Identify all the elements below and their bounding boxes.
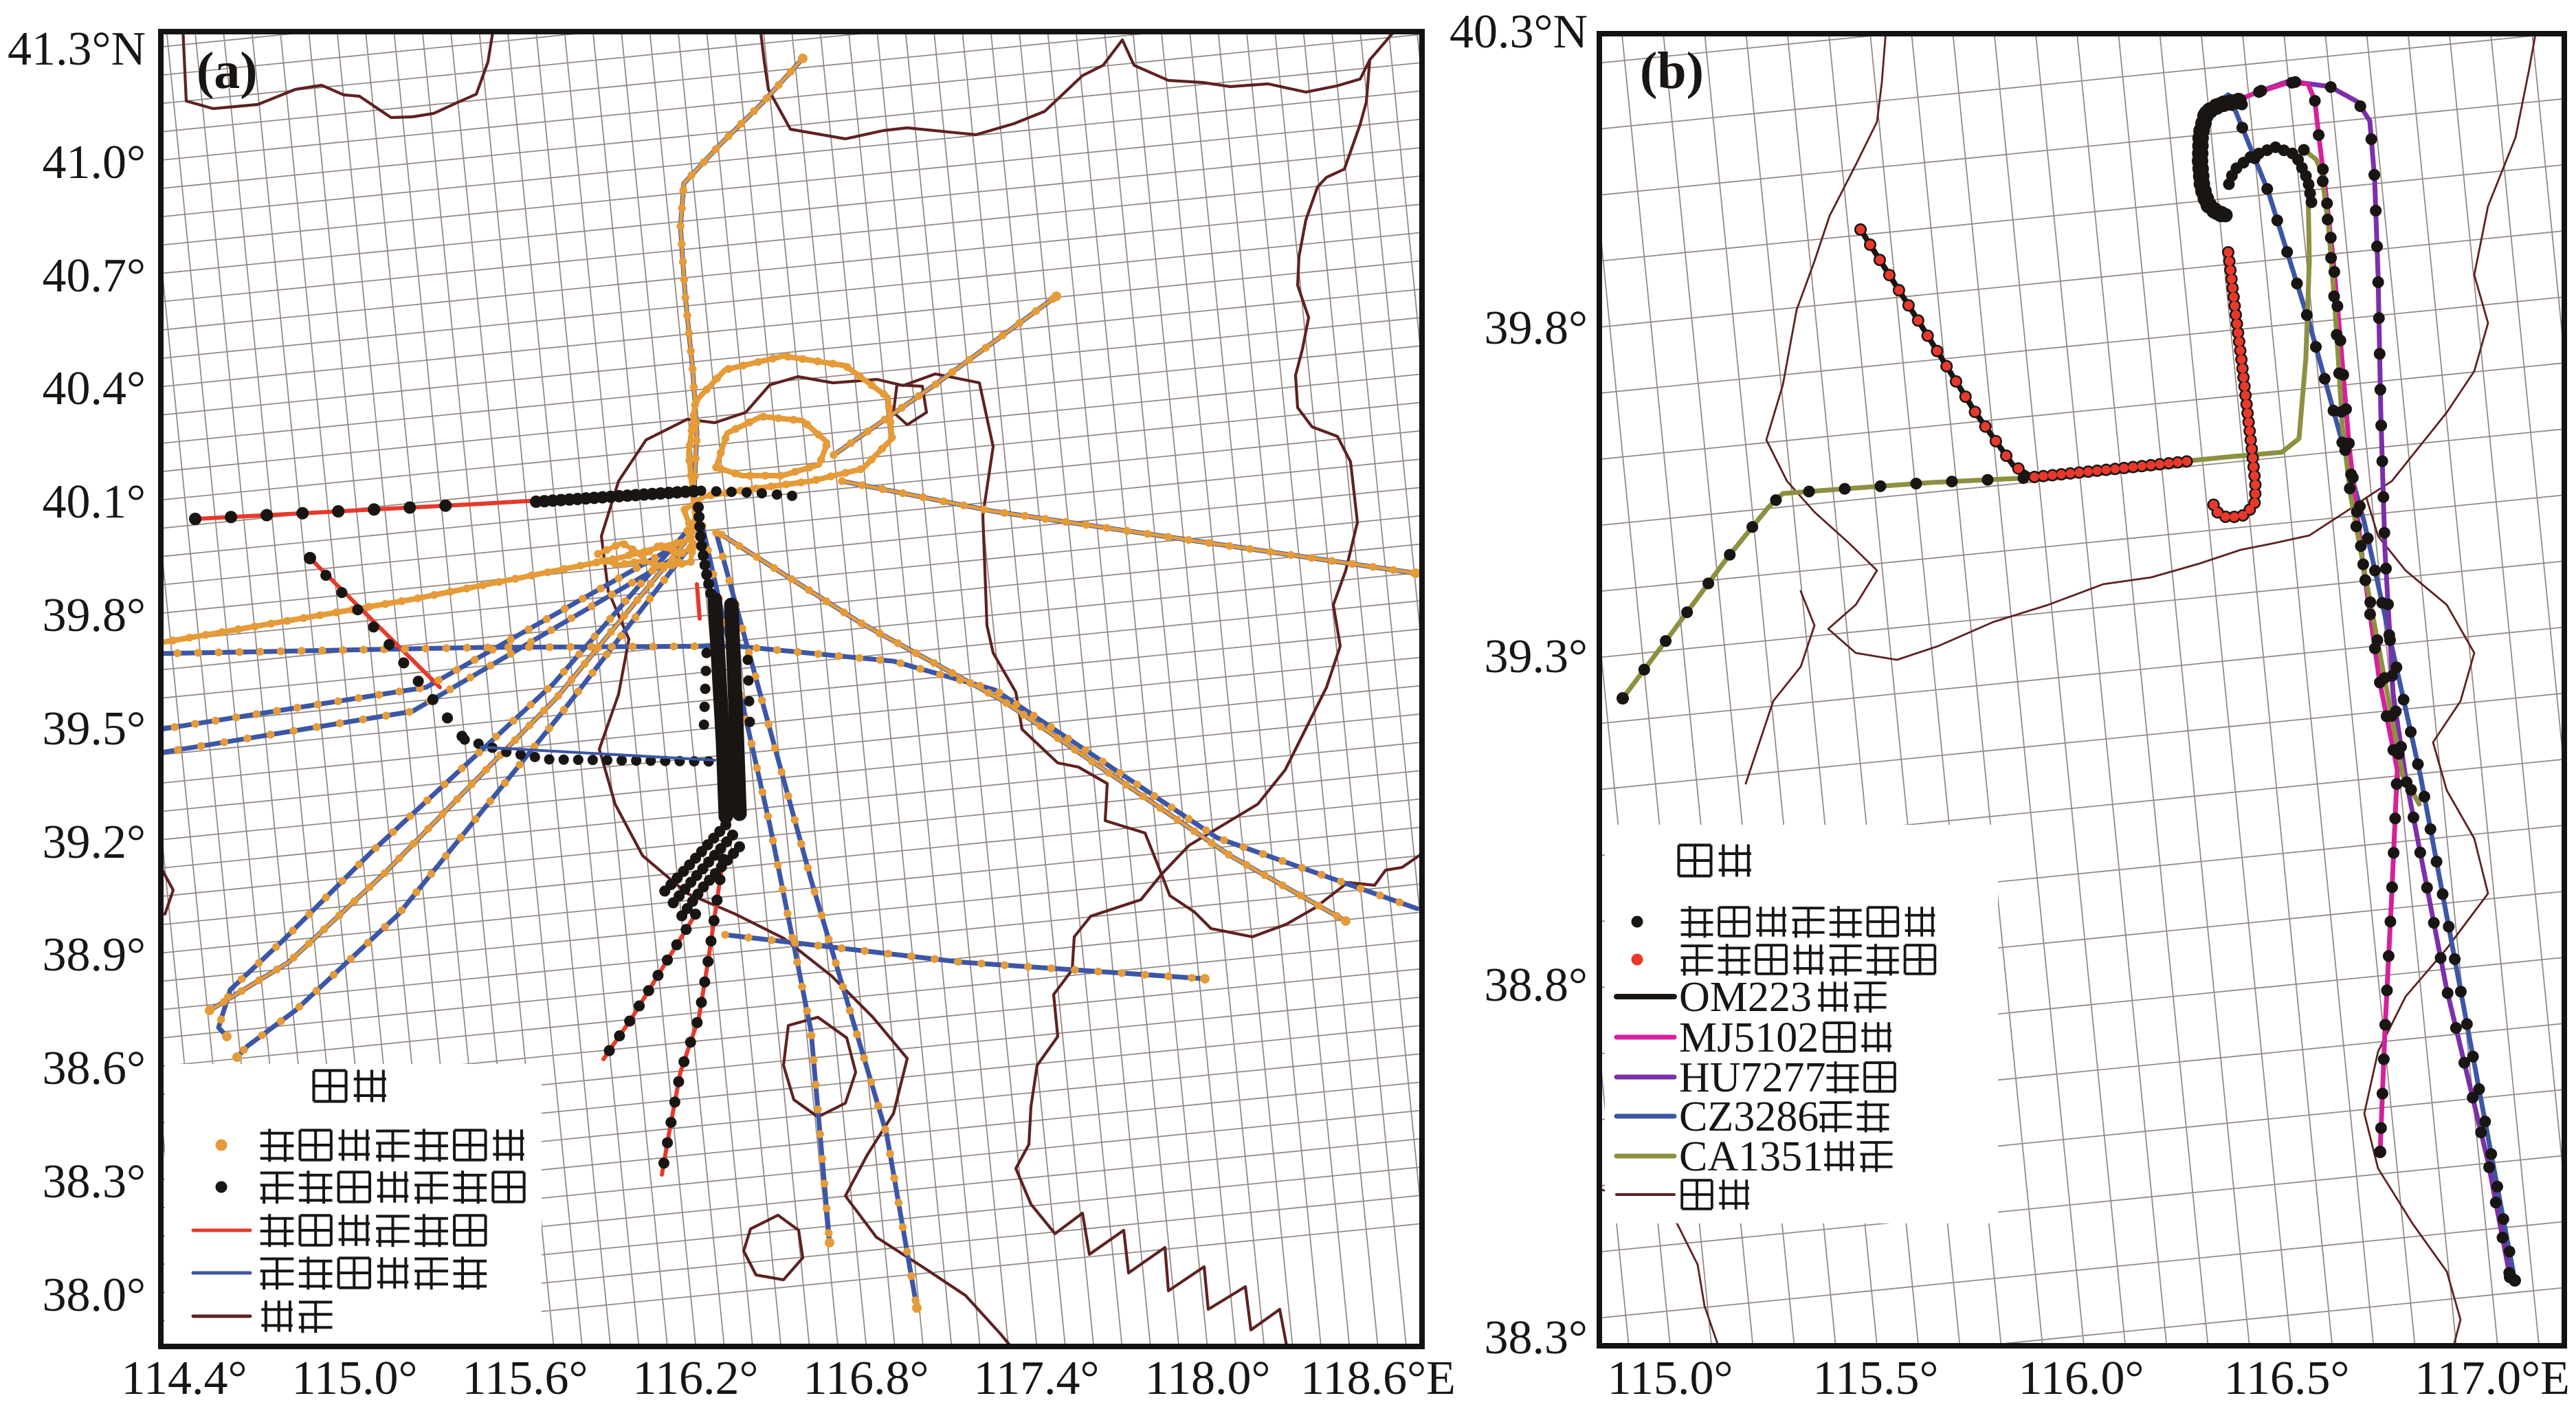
svg-text:(a): (a) (197, 42, 258, 100)
svg-text:41.3°N: 41.3°N (8, 23, 146, 76)
svg-text:40.3°N: 40.3°N (1450, 5, 1588, 58)
svg-text:40.7°: 40.7° (43, 249, 146, 302)
svg-text:115.0°: 115.0° (292, 1352, 418, 1405)
svg-text:115.6°: 115.6° (463, 1352, 588, 1405)
svg-text:115.5°: 115.5° (1813, 1352, 1939, 1405)
svg-text:39.8°: 39.8° (1485, 302, 1588, 355)
svg-text:39.3°: 39.3° (1485, 630, 1588, 683)
svg-text:115.0°: 115.0° (1608, 1352, 1733, 1405)
svg-text:(b): (b) (1640, 42, 1704, 100)
svg-text:40.1°: 40.1° (43, 476, 146, 529)
svg-text:39.2°: 39.2° (43, 816, 146, 869)
svg-text:118.6°E: 118.6°E (1300, 1352, 1456, 1405)
svg-text:HU7277: HU7277 (1679, 1054, 1826, 1101)
svg-text:CA1351: CA1351 (1679, 1133, 1823, 1180)
svg-text:CZ3286: CZ3286 (1679, 1094, 1819, 1140)
svg-text:117.0°E: 117.0°E (2414, 1352, 2570, 1405)
svg-text:38.3°: 38.3° (1485, 1311, 1588, 1364)
svg-text:38.9°: 38.9° (43, 929, 146, 981)
svg-text:38.8°: 38.8° (1485, 959, 1588, 1012)
svg-text:38.6°: 38.6° (43, 1042, 146, 1095)
svg-text:39.5°: 39.5° (43, 702, 146, 755)
svg-text:114.4°: 114.4° (122, 1352, 247, 1405)
svg-text:116.0°: 116.0° (2019, 1352, 2144, 1405)
svg-text:118.0°: 118.0° (1145, 1352, 1271, 1405)
svg-text:39.8°: 39.8° (43, 589, 146, 642)
svg-text:116.5°: 116.5° (2224, 1352, 2350, 1405)
svg-text:38.3°: 38.3° (43, 1155, 146, 1208)
svg-text:41.0°: 41.0° (43, 136, 146, 189)
svg-text:116.8°: 116.8° (803, 1352, 929, 1405)
svg-text:116.2°: 116.2° (633, 1352, 759, 1405)
svg-text:MJ5102: MJ5102 (1679, 1014, 1819, 1061)
svg-text:OM223: OM223 (1679, 974, 1812, 1021)
svg-text:40.4°: 40.4° (43, 362, 146, 415)
svg-text:38.0°: 38.0° (43, 1269, 146, 1322)
svg-text:117.4°: 117.4° (974, 1352, 1100, 1405)
